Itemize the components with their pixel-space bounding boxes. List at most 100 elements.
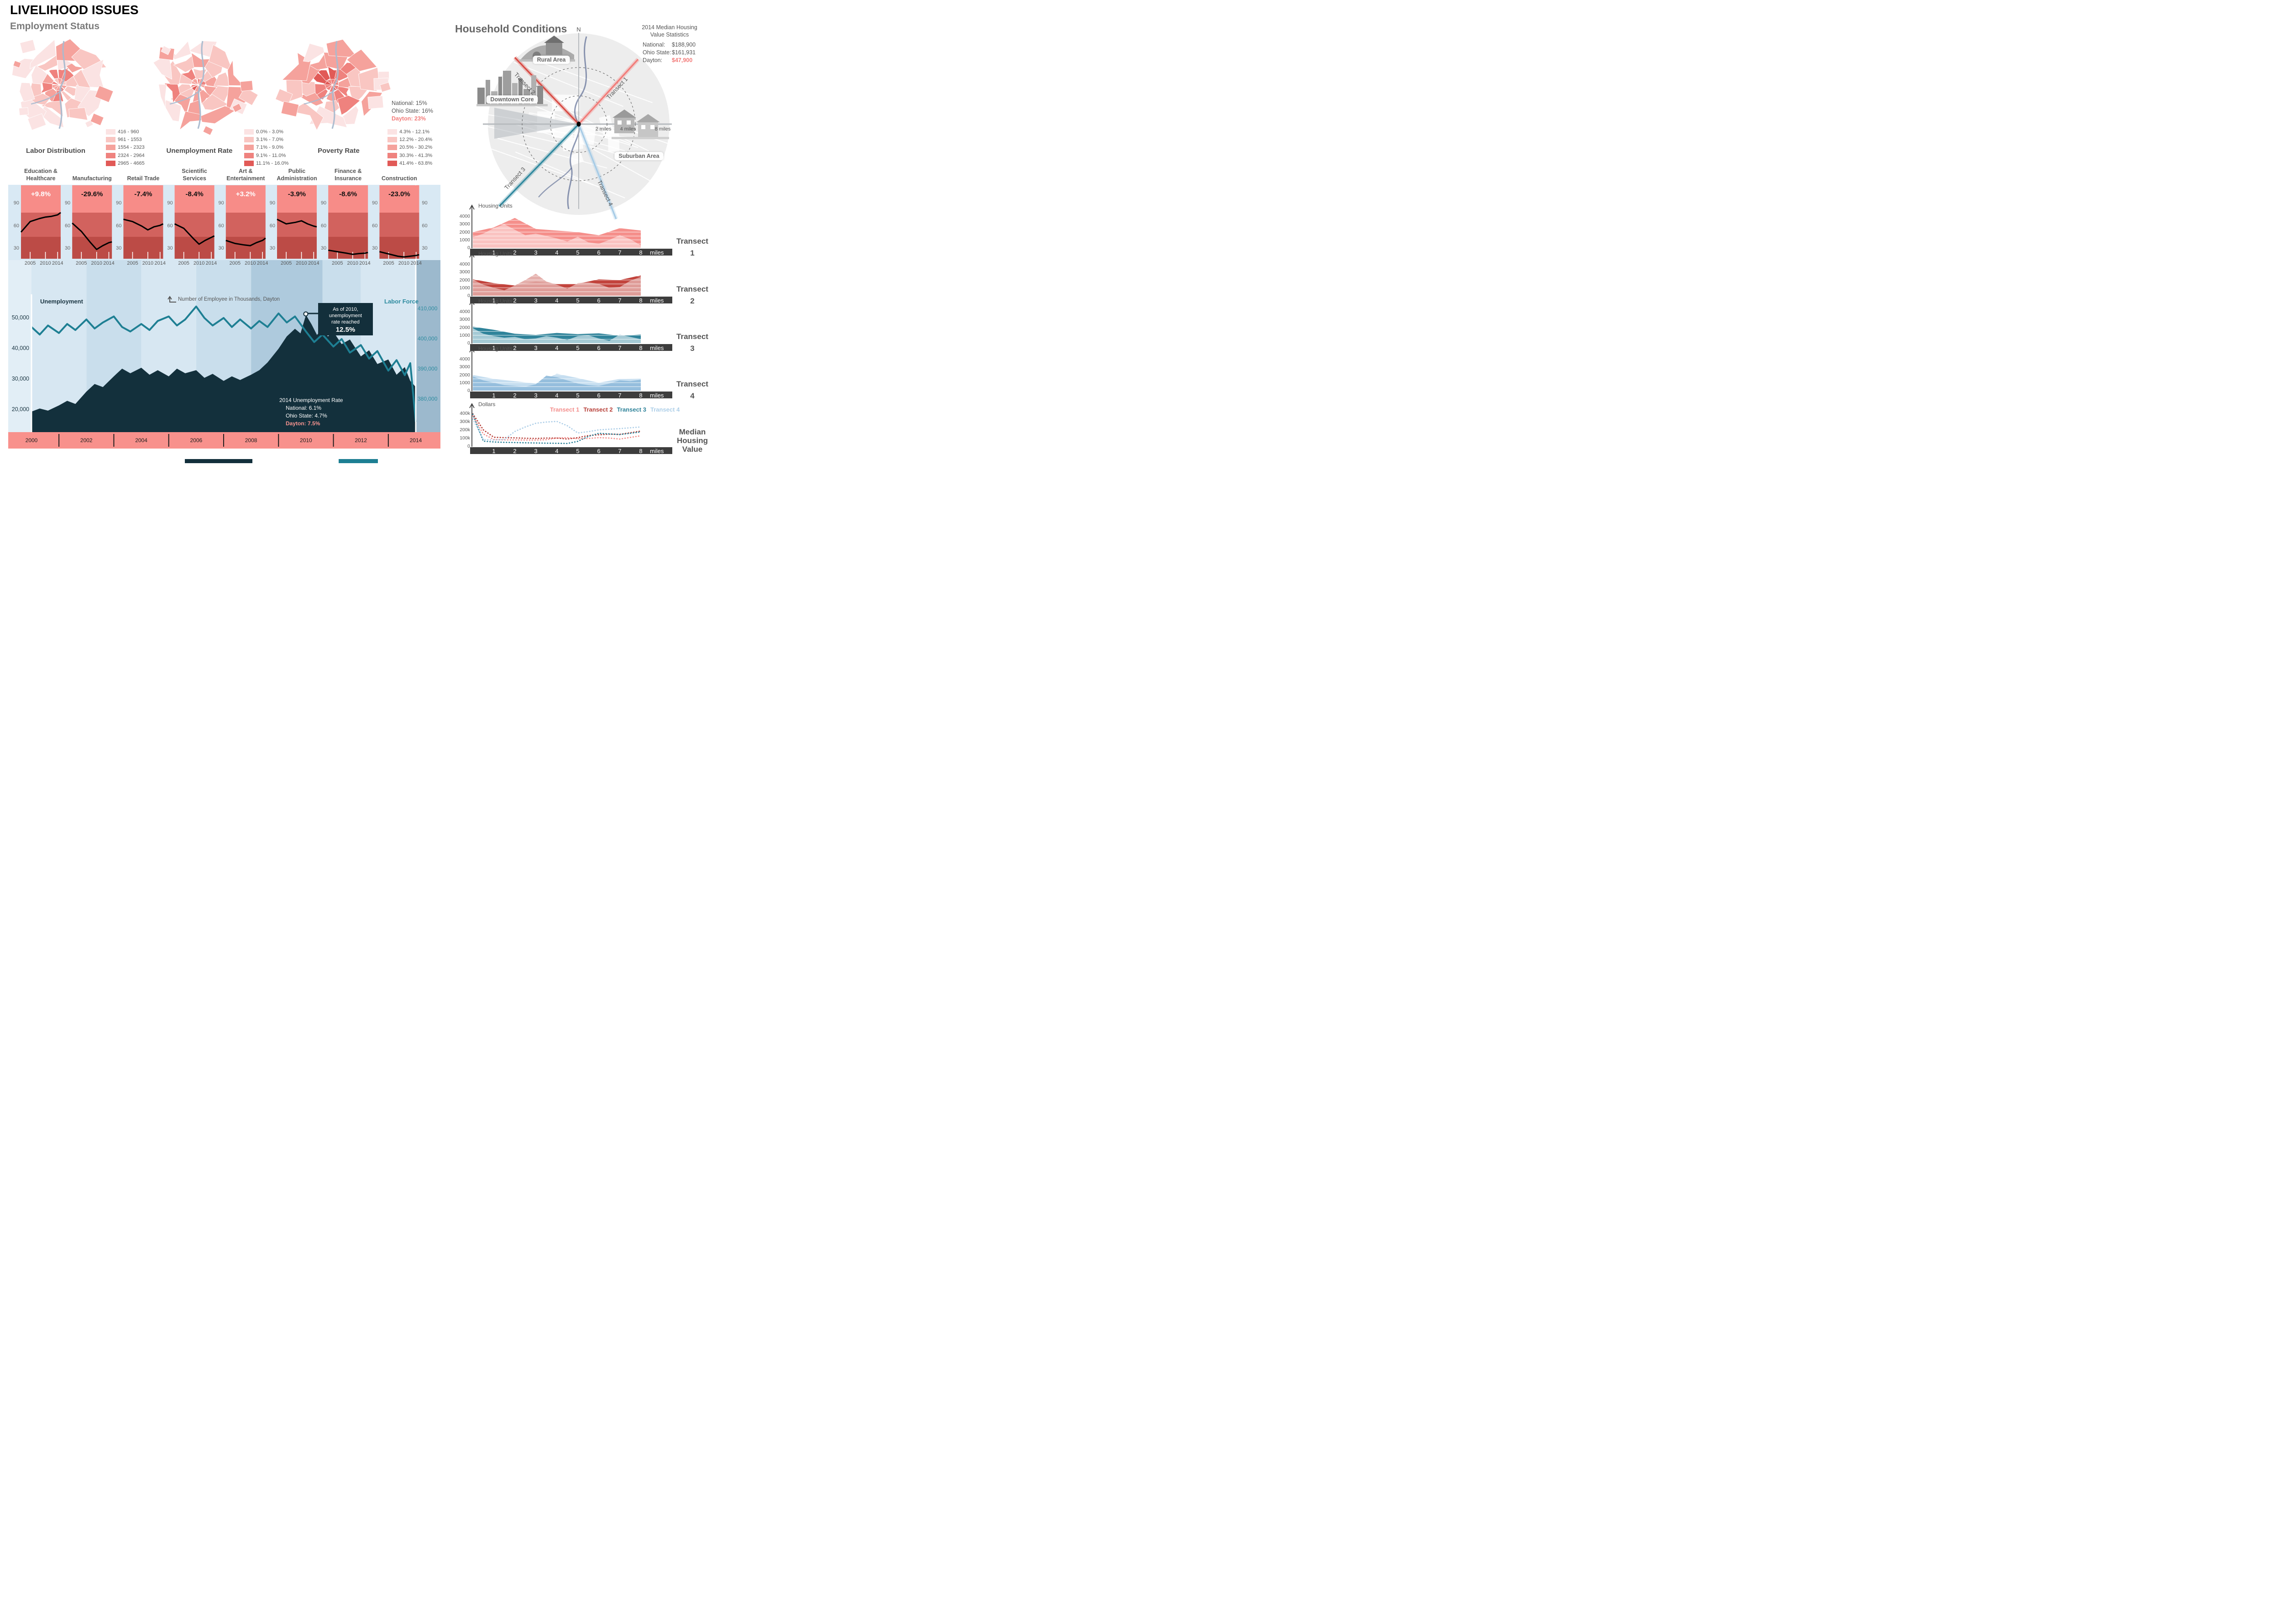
industry-title: Finance &: [334, 168, 362, 174]
panel-axis-value: 30: [372, 245, 378, 251]
median-y-tick: 100k: [460, 435, 470, 441]
legend-swatch: [244, 152, 254, 158]
legend-row-unemployment: 9.1% - 11.0%: [244, 152, 286, 158]
right-axis-tick: 390,000: [418, 366, 438, 372]
housing-units-chart-t4: [469, 347, 672, 398]
census-tract: [227, 59, 244, 86]
census-tract: [191, 52, 212, 68]
annotation-dot: [303, 311, 309, 317]
mile-number: 5: [576, 297, 580, 304]
industry-change-label: -8.6%: [339, 190, 357, 198]
housing-y-tick: 3000: [459, 269, 470, 275]
legend-label: 20.5% - 30.2%: [399, 145, 433, 151]
mile-number: 8: [639, 392, 643, 399]
mile-number: 1: [492, 448, 496, 454]
housing-units-axis-label: Housing Units: [478, 251, 513, 257]
legend-label: 2965 - 4665: [118, 160, 145, 166]
median-value-line-t1: [472, 415, 642, 441]
census-tract: [31, 64, 47, 84]
housing-y-tick: 0: [467, 340, 470, 346]
miles-unit-label: miles: [650, 448, 664, 454]
mile-number: 1: [492, 297, 496, 304]
stats-2014-ohio: Ohio State: 4.7%: [286, 413, 327, 419]
legend-row-unemployment: 3.1% - 7.0%: [244, 137, 283, 143]
industry-title: Manufacturing: [72, 175, 112, 182]
census-tract: [37, 54, 58, 71]
unemployment-rate-map: [153, 41, 258, 136]
housing-y-tick: 1000: [459, 285, 470, 291]
labor-force-series-label: Labor Force: [384, 298, 419, 305]
legend-swatch: [106, 160, 115, 166]
background-stripe: [8, 260, 31, 432]
hv-dayton-label: Dayton:: [643, 57, 663, 63]
page-title: LIVELIHOOD ISSUES: [10, 3, 139, 17]
median-value-line-t3: [472, 413, 642, 444]
map-title-unemployment: Unemployment Rate: [166, 147, 233, 155]
median-legend: Transect 1 Transect 2 Transect 3 Transect 4: [550, 406, 680, 413]
census-tract: [190, 84, 199, 88]
housing-y-tick: 0: [467, 245, 470, 251]
panel-year-label: 2005: [383, 261, 394, 266]
panel-axis-value: 90: [13, 200, 19, 206]
hv-dayton-value: $47,900: [672, 57, 693, 63]
census-tract: [66, 63, 85, 73]
mile-number: 7: [618, 297, 622, 304]
section-title-household: Household Conditions: [455, 23, 567, 35]
mile-number: 6: [597, 448, 601, 454]
legend-label: 41.4% - 63.8%: [399, 160, 433, 166]
industry-title: Entertainment: [226, 175, 265, 182]
legend-label: 12.2% - 20.4%: [399, 137, 433, 143]
panel-axis-value: 30: [64, 245, 71, 251]
miles-unit-label: miles: [650, 249, 664, 256]
panel-axis-value: 90: [218, 200, 224, 206]
legend-label: 961 - 1553: [118, 137, 142, 143]
year-axis-bar: [8, 432, 440, 449]
mile-number: 4: [555, 392, 559, 399]
industry-panel: [123, 185, 164, 259]
census-tract: [90, 113, 104, 126]
census-tract: [281, 101, 299, 117]
census-tract: [81, 59, 104, 88]
industry-trend-line: [328, 249, 368, 255]
mile-number: 1: [492, 345, 496, 351]
mile-number: 7: [618, 345, 622, 351]
transect-3-line: [498, 123, 580, 207]
mile-number: 6: [597, 249, 601, 256]
panel-year-label: 2014: [256, 261, 268, 266]
mile-label-4: 4 miles: [620, 126, 636, 132]
industry-change-label: +9.8%: [31, 190, 51, 198]
panel-year-label: 2010: [296, 261, 307, 266]
year-label: 2004: [135, 437, 147, 444]
housing-units-chart-t2: [469, 252, 672, 303]
rural-area-label: Rural Area: [533, 56, 570, 64]
mile-number: 4: [555, 297, 559, 304]
panel-axis-value: 30: [116, 245, 122, 251]
panel-axis-value: 60: [167, 223, 173, 229]
census-tract: [164, 99, 182, 122]
industry-panel: [277, 185, 317, 259]
left-axis-tick: 50,000: [11, 314, 29, 321]
mile-number: 8: [639, 249, 643, 256]
legend-swatch: [387, 160, 397, 166]
census-tract: [181, 68, 196, 81]
census-tract: [48, 69, 59, 79]
legend-row-poverty: 41.4% - 63.8%: [387, 160, 433, 166]
census-tract: [367, 95, 384, 110]
mile-number: 1: [492, 249, 496, 256]
median-legend-item: Transect 3: [617, 406, 646, 413]
census-tract: [50, 80, 60, 85]
housing-y-tick: 1000: [459, 332, 470, 338]
housing-y-tick: 2000: [459, 324, 470, 330]
legend-swatch: [106, 129, 115, 135]
mile-number: 3: [534, 392, 538, 399]
census-tract: [161, 45, 171, 55]
mile-number: 4: [555, 345, 559, 351]
industry-title: Insurance: [335, 175, 362, 182]
poverty-stats: National: 15% Ohio State: 16% Dayton: 23…: [392, 100, 433, 122]
left-axis-tick: 40,000: [11, 345, 29, 351]
industry-title: Healthcare: [26, 175, 56, 182]
river-path: [331, 41, 339, 129]
river-branch: [169, 89, 201, 105]
median-legend-item: Transect 1: [550, 406, 580, 413]
river-branch: [304, 89, 335, 105]
